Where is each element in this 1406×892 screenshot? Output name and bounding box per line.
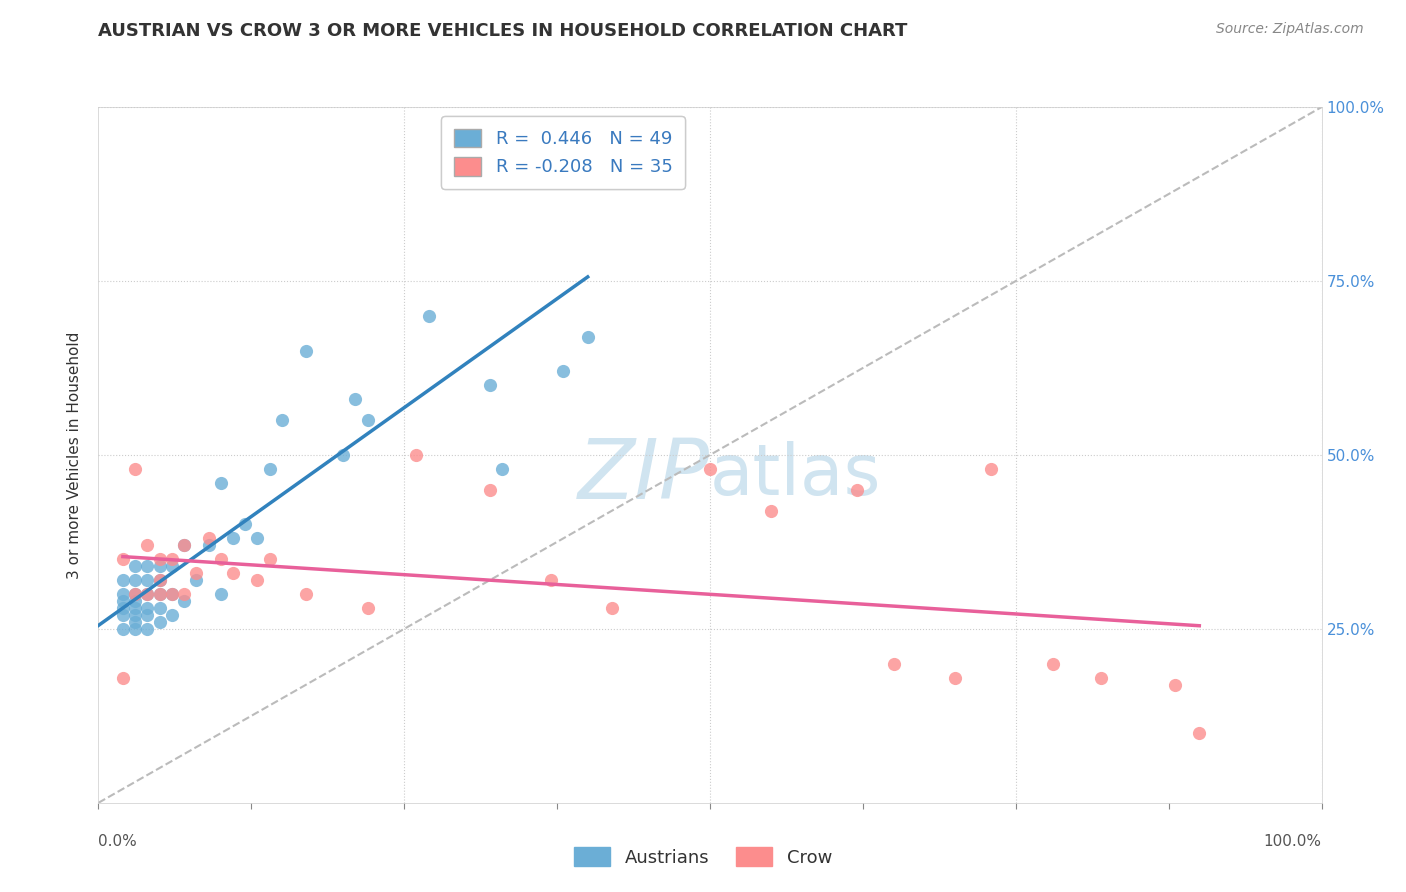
Point (699, 462, 721, 476)
Text: atlas: atlas (710, 442, 882, 510)
Point (173, 538, 195, 552)
Point (222, 566, 245, 581)
Point (454, 169, 477, 184)
Point (124, 601, 146, 615)
Point (160, 552, 183, 566)
Point (186, 566, 208, 581)
Point (124, 587, 146, 601)
Point (111, 552, 134, 566)
Legend: Austrians, Crow: Austrians, Crow (567, 840, 839, 874)
Point (149, 615, 172, 629)
Point (295, 343, 318, 358)
Point (160, 607, 183, 622)
Point (761, 503, 783, 517)
Point (356, 413, 378, 427)
Point (149, 559, 172, 574)
Point (136, 559, 159, 574)
Point (209, 587, 232, 601)
Point (136, 538, 159, 552)
Point (136, 607, 159, 622)
Legend: R =  0.446   N = 49, R = -0.208   N = 35: R = 0.446 N = 49, R = -0.208 N = 35 (441, 116, 685, 189)
Text: 100.0%: 100.0% (1264, 834, 1322, 849)
Point (136, 601, 159, 615)
Point (111, 607, 134, 622)
Point (233, 517, 256, 532)
Point (136, 573, 159, 587)
Point (980, 462, 1002, 476)
Point (136, 622, 159, 636)
Point (111, 622, 134, 636)
Text: ZIP: ZIP (578, 435, 710, 516)
Text: 0.0%: 0.0% (98, 834, 138, 849)
Point (259, 462, 281, 476)
Point (111, 671, 134, 685)
Point (124, 587, 146, 601)
Point (160, 587, 183, 601)
Point (173, 587, 195, 601)
Point (270, 413, 294, 427)
Point (173, 538, 195, 552)
Point (576, 329, 599, 343)
Point (149, 587, 172, 601)
Text: AUSTRIAN VS CROW 3 OR MORE VEHICLES IN HOUSEHOLD CORRELATION CHART: AUSTRIAN VS CROW 3 OR MORE VEHICLES IN H… (98, 22, 908, 40)
Point (111, 601, 134, 615)
Point (246, 573, 269, 587)
Point (149, 573, 172, 587)
Point (111, 587, 134, 601)
Point (197, 538, 219, 552)
Point (478, 378, 501, 392)
Point (540, 573, 562, 587)
Point (149, 601, 172, 615)
Point (136, 587, 159, 601)
Point (600, 601, 623, 615)
Point (124, 615, 146, 629)
Point (259, 552, 281, 566)
Point (149, 552, 172, 566)
Point (173, 594, 195, 608)
Point (197, 532, 219, 546)
Point (344, 392, 367, 407)
Point (186, 573, 208, 587)
Point (209, 475, 232, 490)
Point (246, 532, 269, 546)
Point (1042, 657, 1064, 671)
Point (943, 671, 966, 685)
Point (160, 587, 183, 601)
Point (111, 594, 134, 608)
Point (553, 364, 575, 378)
Point (418, 309, 440, 323)
Point (160, 559, 183, 574)
Text: Source: ZipAtlas.com: Source: ZipAtlas.com (1216, 22, 1364, 37)
Point (149, 587, 172, 601)
Point (295, 587, 318, 601)
Point (149, 573, 172, 587)
Point (883, 657, 905, 671)
Point (478, 483, 501, 497)
Point (356, 601, 378, 615)
Point (222, 532, 245, 546)
Point (491, 462, 513, 476)
Point (1090, 671, 1112, 685)
Point (332, 448, 354, 462)
Point (1164, 677, 1187, 691)
Point (405, 448, 427, 462)
Point (124, 622, 146, 636)
Point (845, 483, 868, 497)
Point (124, 594, 146, 608)
Point (124, 559, 146, 574)
Point (209, 552, 232, 566)
Point (136, 587, 159, 601)
Point (124, 462, 146, 476)
Point (124, 607, 146, 622)
Point (124, 573, 146, 587)
Y-axis label: 3 or more Vehicles in Household: 3 or more Vehicles in Household (67, 331, 83, 579)
Point (111, 573, 134, 587)
Point (1188, 726, 1211, 740)
